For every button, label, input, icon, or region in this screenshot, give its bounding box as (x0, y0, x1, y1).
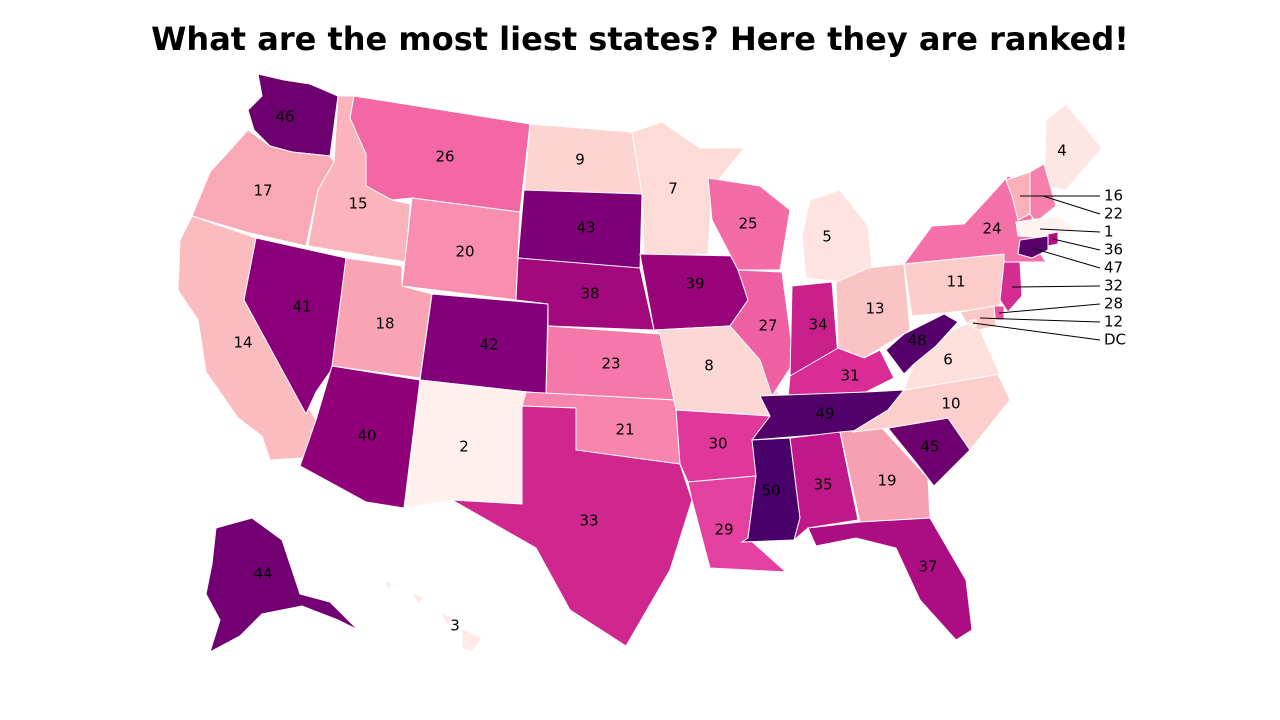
state-mt (349, 95, 531, 213)
rank-label-dc: DC (1104, 331, 1126, 349)
rank-label-nc: 10 (941, 395, 960, 413)
state-il (729, 269, 795, 398)
rank-label-ak: 44 (253, 565, 272, 583)
leader-line-md (979, 317, 1101, 323)
callout-leaders (972, 195, 1101, 341)
rank-label-co: 42 (479, 336, 498, 354)
states-layer (177, 73, 1103, 654)
state-tx (451, 405, 693, 647)
rank-label-al: 35 (813, 476, 832, 494)
rank-label-tn: 49 (815, 405, 834, 423)
rank-label-ca: 14 (233, 334, 252, 352)
state-nh (1029, 163, 1057, 223)
rank-label-az: 40 (357, 427, 376, 445)
rank-label-ms: 50 (761, 482, 780, 500)
rank-label-pa: 11 (946, 273, 965, 291)
leader-line-dc (972, 322, 1101, 341)
rank-label-me: 4 (1057, 142, 1067, 160)
rank-label-ny: 24 (982, 220, 1001, 238)
rank-label-ar: 30 (708, 435, 727, 453)
state-md (959, 305, 997, 331)
rank-label-tx: 33 (579, 512, 598, 530)
rank-label-in: 34 (808, 316, 827, 334)
rank-label-oh: 13 (865, 300, 884, 318)
state-ma (1015, 215, 1078, 239)
rank-label-mo: 8 (704, 357, 714, 375)
rank-label-ok: 21 (615, 421, 634, 439)
rank-label-ky: 31 (840, 367, 859, 385)
state-ak (205, 517, 359, 654)
leader-line-nh (1042, 195, 1101, 215)
rank-label-sc: 45 (920, 438, 939, 456)
rank-label-ks: 23 (601, 355, 620, 373)
leader-line-ri (1052, 238, 1101, 251)
map-title: What are the most liest states? Here the… (151, 20, 1129, 58)
rank-label-nj: 32 (1104, 277, 1123, 295)
rank-label-ma: 1 (1104, 223, 1114, 241)
rank-label-ct: 47 (1104, 259, 1123, 277)
state-nc (851, 373, 1011, 451)
rank-label-ne: 38 (580, 285, 599, 303)
state-fl (807, 517, 973, 641)
rank-label-or: 17 (253, 182, 272, 200)
rank-label-de: 28 (1104, 295, 1123, 313)
state-nj (999, 261, 1023, 313)
rank-label-wv: 48 (907, 332, 926, 350)
rank-label-nm: 2 (459, 438, 469, 456)
rank-label-sd: 43 (576, 219, 595, 237)
rank-labels: 4617144115262018404229433823213373983029… (233, 108, 1126, 635)
rank-label-md: 12 (1104, 313, 1123, 331)
rank-label-wa: 46 (275, 108, 294, 126)
rank-label-wi: 25 (738, 215, 757, 233)
rank-label-vt: 16 (1104, 187, 1123, 205)
rank-label-nd: 9 (575, 151, 585, 169)
rank-label-ut: 18 (375, 315, 394, 333)
state-wv (885, 313, 959, 375)
leader-line-de (998, 303, 1101, 314)
state-hi (383, 578, 483, 653)
rank-label-ga: 19 (877, 472, 896, 490)
rank-label-la: 29 (714, 521, 733, 539)
leader-line-ct (1031, 247, 1101, 269)
rank-label-mt: 26 (435, 148, 454, 166)
rank-label-ia: 39 (685, 275, 704, 293)
rank-label-mn: 7 (668, 180, 678, 198)
state-ct (1017, 235, 1049, 259)
state-me (1043, 103, 1103, 191)
rank-label-mi: 5 (822, 228, 832, 246)
leader-line-nj (1011, 285, 1101, 288)
state-mi (801, 189, 873, 283)
rank-label-fl: 37 (918, 558, 937, 576)
rank-label-va: 6 (943, 351, 953, 369)
rank-label-nv: 41 (292, 298, 311, 316)
rank-label-nh: 22 (1104, 205, 1123, 223)
state-wi (707, 177, 791, 271)
leader-line-ma (1039, 228, 1101, 233)
rank-label-ri: 36 (1104, 241, 1123, 259)
rank-label-id: 15 (348, 195, 367, 213)
rank-label-wy: 20 (455, 243, 474, 261)
state-vt (1005, 171, 1031, 221)
rank-label-hi: 3 (450, 617, 460, 635)
rank-label-il: 27 (758, 317, 777, 335)
